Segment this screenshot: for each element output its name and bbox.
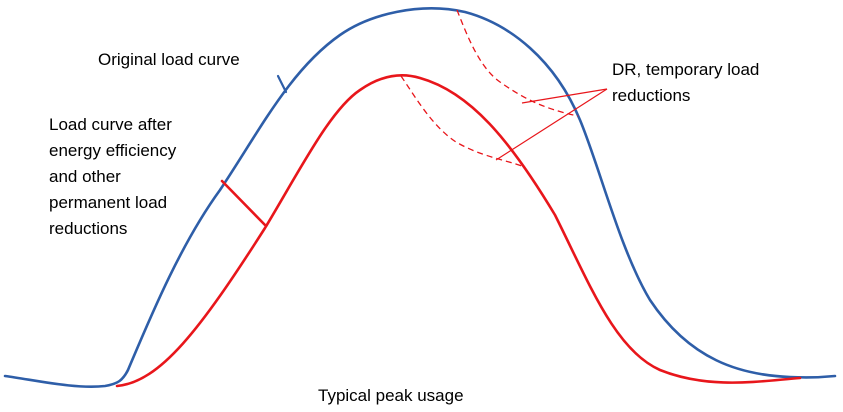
dr-temporary-reductions-label: DR, temporary load reductions: [612, 57, 759, 109]
dr-leader-line-lower: [495, 88, 608, 161]
after-label-line-4: permanent load: [49, 193, 168, 212]
dr-leader-line-upper: [521, 88, 608, 104]
original-load-curve: [3, 7, 837, 388]
original-curve-pointer: [276, 74, 288, 94]
after-label-line-3: and other: [49, 167, 121, 186]
original-load-curve-label: Original load curve: [98, 50, 240, 69]
after-label-line-1: Load curve after: [49, 115, 172, 134]
dr-dashed-curve-lower: [400, 75, 523, 167]
dr-dashed-curve-upper: [456, 9, 579, 117]
after-label-line-2: energy efficiency: [49, 141, 177, 160]
dr-label-line-2: reductions: [612, 86, 691, 105]
load-curve-after-efficiency-label: Load curve after energy efficiency and o…: [49, 112, 176, 242]
dr-label-line-1: DR, temporary load: [612, 60, 760, 79]
typical-peak-usage-label: Typical peak usage: [318, 386, 464, 405]
reduced-load-curve: [115, 74, 802, 388]
permanent-reduction-connector: [220, 179, 268, 228]
after-label-line-5: reductions: [49, 219, 128, 238]
